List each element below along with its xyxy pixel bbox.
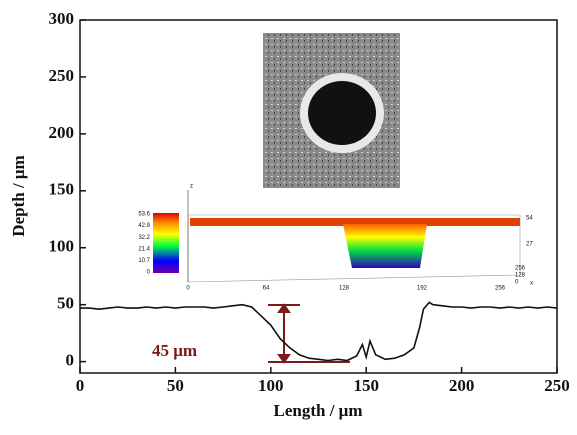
surface-inset xyxy=(153,190,521,283)
inset-z-tick: 27 xyxy=(526,242,533,248)
inset-y-tick: 128 xyxy=(515,273,526,279)
inset-colorbar-label: 0 xyxy=(147,270,151,276)
y-tick-label: 0 xyxy=(66,351,75,370)
inset-y-tick: 256 xyxy=(515,266,526,272)
inset-colorbar-label: 10.7 xyxy=(138,258,150,264)
x-tick-label: 0 xyxy=(76,376,85,395)
inset-y-label: x xyxy=(530,281,533,287)
micrograph-inset xyxy=(263,33,400,188)
inset-x-label: 192 xyxy=(417,286,428,292)
inset-colorbar-label: 21.4 xyxy=(138,246,150,252)
inset-x-label: 256 xyxy=(495,286,506,292)
x-tick-label: 250 xyxy=(544,376,570,395)
x-tick-label: 150 xyxy=(353,376,379,395)
y-tick-label: 300 xyxy=(49,9,75,28)
y-tick-label: 150 xyxy=(49,180,75,199)
y-tick-label: 200 xyxy=(49,123,75,142)
depth-annotation xyxy=(268,303,350,364)
annotation-text: 45 μm xyxy=(152,341,197,360)
y-tick-label: 250 xyxy=(49,66,75,85)
inset-x-label: 64 xyxy=(263,286,270,292)
inset-x-label: 0 xyxy=(186,286,190,292)
y-axis-label: Depth / μm xyxy=(9,155,28,236)
x-tick-label: 50 xyxy=(167,376,184,395)
inset-colorbar-label: 42.9 xyxy=(138,223,150,229)
inset-z-label: z xyxy=(190,184,193,190)
inset-colorbar-label: 53.6 xyxy=(138,212,150,218)
inset-x-label: 128 xyxy=(339,286,350,292)
x-tick-label: 200 xyxy=(449,376,475,395)
plot-frame xyxy=(79,19,558,374)
inset-colorbar-label: 32.2 xyxy=(138,235,150,241)
x-axis-label: Length / μm xyxy=(274,401,363,420)
y-tick-label: 50 xyxy=(57,294,74,313)
profile-line xyxy=(80,301,558,362)
inset-y-tick: 0 xyxy=(515,280,519,286)
y-tick-label: 100 xyxy=(49,237,75,256)
x-tick-label: 100 xyxy=(258,376,284,395)
inset-z-tick: 54 xyxy=(526,216,533,222)
